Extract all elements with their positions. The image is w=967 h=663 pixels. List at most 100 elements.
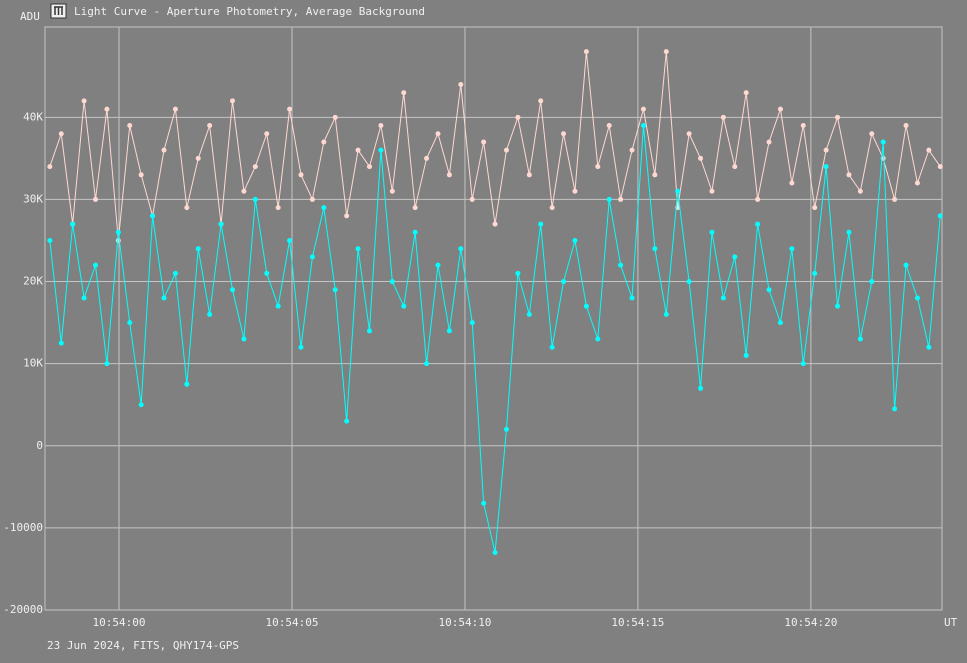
data-point [264, 270, 270, 276]
data-point [755, 196, 761, 202]
data-point [104, 361, 110, 367]
data-point [207, 123, 213, 129]
data-point [835, 303, 841, 309]
data-point [207, 311, 213, 317]
data-point [458, 81, 464, 87]
data-point [755, 221, 761, 227]
data-point [81, 295, 87, 301]
data-point [561, 131, 567, 137]
data-point [252, 164, 258, 170]
data-point [926, 147, 932, 153]
data-point [138, 402, 144, 408]
data-point [709, 188, 715, 194]
data-point [184, 381, 190, 387]
data-point [47, 237, 53, 243]
data-point [800, 123, 806, 129]
data-point [469, 196, 475, 202]
data-point [640, 106, 646, 112]
data-point [640, 123, 646, 129]
y-tick-label: 20K [23, 275, 43, 288]
y-tick-label: -20000 [3, 603, 43, 616]
data-point [150, 213, 156, 219]
data-point [777, 320, 783, 326]
data-point [321, 139, 327, 145]
data-point [309, 254, 315, 260]
data-point [823, 164, 829, 170]
data-point [355, 147, 361, 153]
data-point [104, 106, 110, 112]
y-axis-label: ADU [20, 10, 40, 23]
data-point [275, 303, 281, 309]
data-point [469, 320, 475, 326]
data-point [846, 172, 852, 178]
data-point [709, 229, 715, 235]
data-point [595, 164, 601, 170]
data-point [698, 155, 704, 161]
data-point [492, 550, 498, 556]
data-point [355, 246, 361, 252]
data-point [378, 123, 384, 129]
data-point [138, 172, 144, 178]
data-point [161, 295, 167, 301]
data-point [903, 262, 909, 268]
x-tick-label: 10:54:10 [438, 616, 491, 629]
data-point [892, 196, 898, 202]
data-point [332, 114, 338, 120]
y-tick-label: 40K [23, 110, 43, 123]
data-point [572, 237, 578, 243]
data-point [914, 180, 920, 186]
data-point [812, 205, 818, 211]
chart-title: Light Curve - Aperture Photometry, Avera… [74, 5, 425, 18]
data-point [127, 320, 133, 326]
data-point [606, 196, 612, 202]
data-point [435, 262, 441, 268]
data-point [549, 205, 555, 211]
data-point [161, 147, 167, 153]
data-point [561, 279, 567, 285]
data-point [241, 188, 247, 194]
data-point [800, 361, 806, 367]
data-point [880, 139, 886, 145]
x-tick-label: 10:54:00 [93, 616, 146, 629]
data-point [937, 164, 943, 170]
data-point [424, 361, 430, 367]
data-point [58, 131, 64, 137]
data-point [526, 311, 532, 317]
data-point [127, 123, 133, 129]
data-point [435, 131, 441, 137]
data-point [846, 229, 852, 235]
y-tick-label: 10K [23, 357, 43, 370]
data-point [93, 196, 99, 202]
data-point [309, 196, 315, 202]
data-point [401, 90, 407, 96]
data-point [172, 270, 178, 276]
data-point [515, 114, 521, 120]
x-tick-label: 10:54:05 [266, 616, 319, 629]
data-point [675, 188, 681, 194]
data-point [629, 295, 635, 301]
data-point [823, 147, 829, 153]
data-point [344, 213, 350, 219]
data-point [720, 295, 726, 301]
data-point [252, 196, 258, 202]
data-point [549, 344, 555, 350]
x-tick-label: 10:54:20 [784, 616, 837, 629]
data-point [515, 270, 521, 276]
data-point [812, 270, 818, 276]
data-point [70, 221, 76, 227]
data-point [332, 287, 338, 293]
data-point [446, 328, 452, 334]
data-point [937, 213, 943, 219]
data-point [229, 98, 235, 104]
data-point [93, 262, 99, 268]
data-point [264, 131, 270, 137]
data-point [606, 123, 612, 129]
data-point [503, 426, 509, 432]
data-point [835, 114, 841, 120]
data-point [526, 172, 532, 178]
data-point [766, 139, 772, 145]
data-point [287, 106, 293, 112]
data-point [344, 418, 350, 424]
data-point [412, 205, 418, 211]
